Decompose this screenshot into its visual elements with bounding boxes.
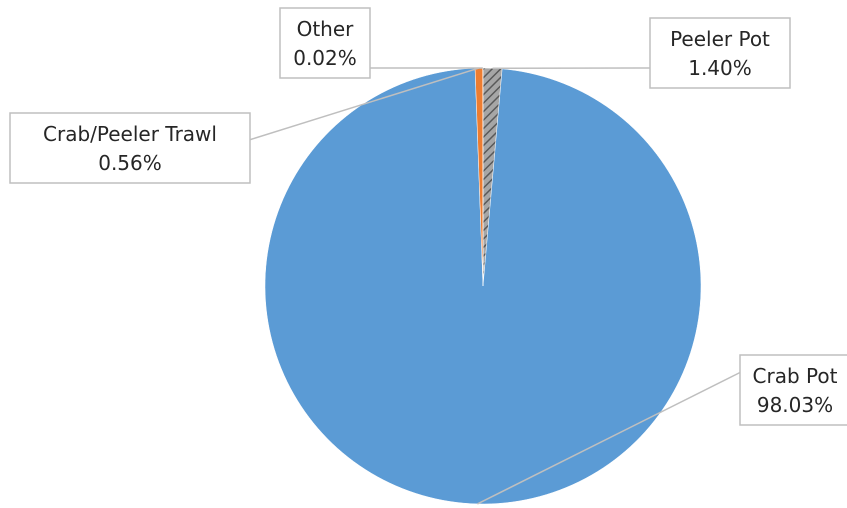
callout-box-peeler-pot (649, 17, 791, 89)
slice-value-label: 1.40% (688, 56, 752, 80)
slice-value-label: 0.02% (293, 46, 357, 70)
slice-name-label: Crab Pot (753, 364, 838, 388)
callout-box-other (279, 7, 371, 79)
slice-value-label: 0.56% (98, 151, 162, 175)
callouts-layer: Peeler Pot 1.40% Crab Pot 98.03% Crab/Peeler… (9, 7, 847, 426)
leader-line-crab-peeler-trawl (248, 67, 480, 141)
callout-crab-peeler-trawl: Crab/Peeler Trawl 0.56% (9, 112, 251, 184)
callout-box-crab-peeler-trawl (9, 112, 251, 184)
slice-value-label: 98.03% (757, 393, 833, 417)
slice-name-label: Peeler Pot (670, 27, 770, 51)
callout-crab-pot: Crab Pot 98.03% (739, 354, 847, 426)
callout-peeler-pot: Peeler Pot 1.40% (649, 17, 791, 89)
slice-name-label: Other (297, 17, 355, 41)
slice-name-label: Crab/Peeler Trawl (43, 122, 217, 146)
leader-lines-layer (248, 67, 742, 505)
slices-layer (264, 67, 702, 505)
callout-other: Other 0.02% (279, 7, 371, 79)
leader-line-crab-pot (477, 371, 742, 505)
callout-box-crab-pot (739, 354, 847, 426)
